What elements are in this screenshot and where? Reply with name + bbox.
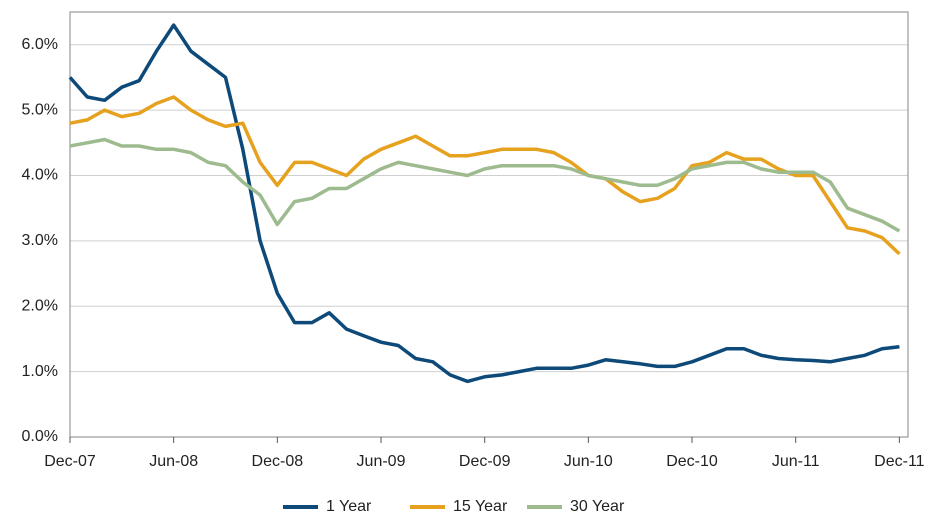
legend-label: 15 Year <box>453 498 508 515</box>
series-line <box>69 137 901 233</box>
x-tick-label: Dec-11 <box>874 453 924 470</box>
y-tick-label: 5.0% <box>22 101 58 118</box>
y-tick-label: 3.0% <box>22 232 58 249</box>
y-tick-label: 4.0% <box>22 167 58 184</box>
x-tick-label: Jun-10 <box>564 453 613 470</box>
x-tick-label: Jun-09 <box>357 453 406 470</box>
y-tick-label: 1.0% <box>22 363 58 380</box>
y-tick-label: 0.0% <box>22 428 58 445</box>
series-line <box>68 23 900 384</box>
x-tick-label: Dec-10 <box>666 453 718 470</box>
legend-label: 1 Year <box>326 498 372 515</box>
x-tick-label: Jun-11 <box>772 453 820 470</box>
x-tick-label: Dec-08 <box>252 453 304 470</box>
x-tick-label: Jun-08 <box>149 453 198 470</box>
x-tick-label: Dec-09 <box>459 453 511 470</box>
legend-label: 30 Year <box>570 498 625 515</box>
series-line <box>69 95 901 256</box>
y-tick-label: 2.0% <box>22 297 58 314</box>
x-tick-label: Dec-07 <box>44 453 96 470</box>
plot-border <box>69 11 909 438</box>
y-tick-label: 6.0% <box>22 36 58 53</box>
